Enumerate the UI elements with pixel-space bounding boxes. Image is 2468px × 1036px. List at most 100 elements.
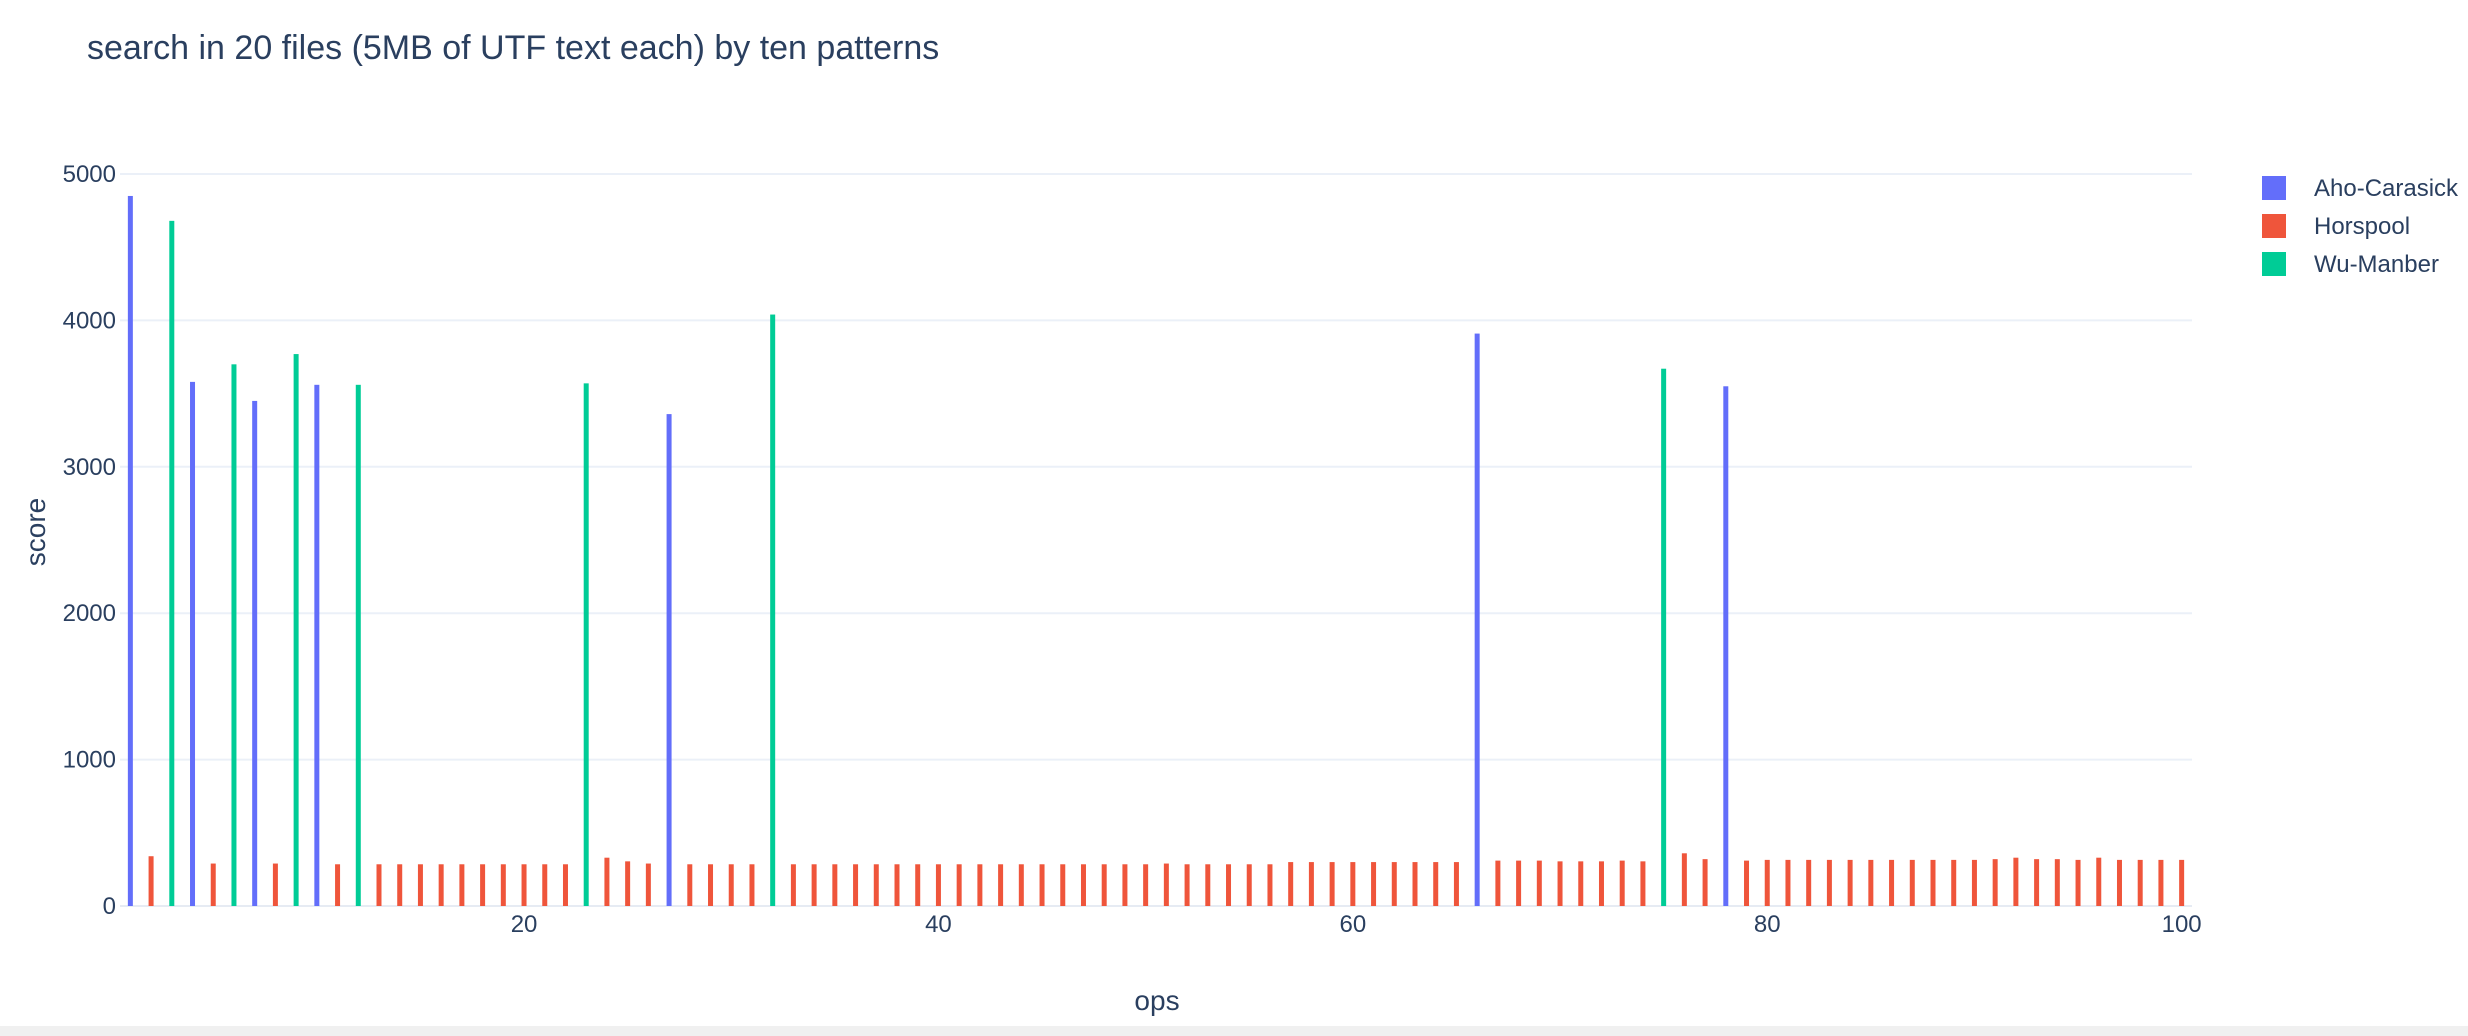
bar-horspool[interactable] <box>1288 862 1294 906</box>
bar-aho-carasick[interactable] <box>1474 333 1480 906</box>
bar-horspool[interactable] <box>2116 859 2122 906</box>
bar-horspool[interactable] <box>2034 859 2040 906</box>
bar-horspool[interactable] <box>1371 862 1377 906</box>
bar-horspool[interactable] <box>915 864 921 906</box>
bar-horspool[interactable] <box>1930 859 1936 906</box>
bar-horspool[interactable] <box>1826 859 1832 906</box>
bar-horspool[interactable] <box>625 861 631 906</box>
bar-horspool[interactable] <box>1246 864 1252 906</box>
bar-wu-manber[interactable] <box>1661 368 1667 906</box>
bar-horspool[interactable] <box>749 864 755 906</box>
legend[interactable]: Aho-Carasick Horspool Wu-Manber <box>2262 175 2459 278</box>
bar-horspool[interactable] <box>500 864 506 906</box>
bar-horspool[interactable] <box>335 864 341 906</box>
bar-horspool[interactable] <box>935 864 941 906</box>
bar-horspool[interactable] <box>417 864 423 906</box>
bar-horspool[interactable] <box>708 864 714 906</box>
bar-horspool[interactable] <box>1308 862 1314 906</box>
bar-horspool[interactable] <box>542 864 548 906</box>
bar-horspool[interactable] <box>521 864 527 906</box>
bar-horspool[interactable] <box>1391 862 1397 906</box>
bar-horspool[interactable] <box>1951 859 1957 906</box>
bar-horspool[interactable] <box>894 864 900 906</box>
bar-horspool[interactable] <box>853 864 859 906</box>
bar-horspool[interactable] <box>1868 859 1874 906</box>
bar-horspool[interactable] <box>1847 859 1853 906</box>
bar-aho-carasick[interactable] <box>190 381 196 906</box>
bar-wu-manber[interactable] <box>583 383 589 906</box>
bar-horspool[interactable] <box>998 864 1004 906</box>
bar-aho-carasick[interactable] <box>127 195 133 906</box>
bar-horspool[interactable] <box>2013 857 2019 906</box>
bar-horspool[interactable] <box>2137 859 2143 906</box>
legend-item[interactable]: Aho-Carasick <box>2262 175 2459 202</box>
bar-aho-carasick[interactable] <box>1723 386 1729 906</box>
bar-horspool[interactable] <box>1143 864 1149 906</box>
bar-horspool[interactable] <box>1184 864 1190 906</box>
bar-horspool[interactable] <box>790 864 796 906</box>
bar-horspool[interactable] <box>1039 864 1045 906</box>
bar-horspool[interactable] <box>1267 864 1273 906</box>
bar-horspool[interactable] <box>1163 863 1169 906</box>
bar-horspool[interactable] <box>210 863 216 906</box>
bar-horspool[interactable] <box>832 864 838 906</box>
bar-aho-carasick[interactable] <box>252 400 258 906</box>
bar-horspool[interactable] <box>397 864 403 906</box>
bar-horspool[interactable] <box>2075 859 2081 906</box>
bar-horspool[interactable] <box>1702 859 1708 906</box>
bar-horspool[interactable] <box>272 863 278 906</box>
bar-horspool[interactable] <box>1619 860 1625 906</box>
bar-horspool[interactable] <box>1433 862 1439 906</box>
bar-horspool[interactable] <box>1412 862 1418 906</box>
legend-item[interactable]: Wu-Manber <box>2262 251 2439 278</box>
bar-horspool[interactable] <box>1681 853 1687 906</box>
bar-horspool[interactable] <box>2179 859 2185 906</box>
bar-horspool[interactable] <box>376 864 382 906</box>
bar-horspool[interactable] <box>1578 861 1584 906</box>
bar-aho-carasick[interactable] <box>666 414 672 906</box>
bar-horspool[interactable] <box>1764 859 1770 906</box>
bar-horspool[interactable] <box>1516 860 1522 906</box>
bar-horspool[interactable] <box>148 856 154 906</box>
bar-horspool[interactable] <box>645 863 651 906</box>
bar-horspool[interactable] <box>977 864 983 906</box>
bar-horspool[interactable] <box>1453 862 1459 906</box>
bar-horspool[interactable] <box>1971 859 1977 906</box>
bar-horspool[interactable] <box>1226 864 1232 906</box>
bar-horspool[interactable] <box>1806 859 1812 906</box>
bar-horspool[interactable] <box>438 864 444 906</box>
bar-horspool[interactable] <box>1080 864 1086 906</box>
bar-wu-manber[interactable] <box>231 364 237 906</box>
bar-horspool[interactable] <box>1889 859 1895 906</box>
bar-horspool[interactable] <box>1598 861 1604 906</box>
bar-wu-manber[interactable] <box>355 384 361 906</box>
bar-horspool[interactable] <box>1744 860 1750 906</box>
bar-horspool[interactable] <box>1018 864 1024 906</box>
bar-horspool[interactable] <box>459 864 465 906</box>
bar-horspool[interactable] <box>1909 859 1915 906</box>
bar-horspool[interactable] <box>1785 859 1791 906</box>
bar-horspool[interactable] <box>480 864 486 906</box>
bar-horspool[interactable] <box>687 864 693 906</box>
bar-horspool[interactable] <box>1640 861 1646 906</box>
bar-horspool[interactable] <box>604 857 610 906</box>
bar-horspool[interactable] <box>1557 861 1563 906</box>
bar-horspool[interactable] <box>873 864 879 906</box>
bar-wu-manber[interactable] <box>293 354 299 906</box>
bar-horspool[interactable] <box>1101 864 1107 906</box>
bar-horspool[interactable] <box>2158 859 2164 906</box>
legend-item[interactable]: Horspool <box>2262 213 2410 240</box>
bar-horspool[interactable] <box>1992 859 1998 906</box>
bar-horspool[interactable] <box>1495 860 1501 906</box>
bar-horspool[interactable] <box>1122 864 1128 906</box>
bar-horspool[interactable] <box>2054 859 2060 906</box>
bar-horspool[interactable] <box>1350 862 1356 906</box>
bar-horspool[interactable] <box>1060 864 1066 906</box>
bar-horspool[interactable] <box>562 864 568 906</box>
bar-horspool[interactable] <box>1536 860 1542 906</box>
bar-horspool[interactable] <box>2096 857 2102 906</box>
bar-aho-carasick[interactable] <box>314 384 320 906</box>
bar-horspool[interactable] <box>1205 864 1211 906</box>
bar-horspool[interactable] <box>1329 862 1335 906</box>
bar-horspool[interactable] <box>956 864 962 906</box>
